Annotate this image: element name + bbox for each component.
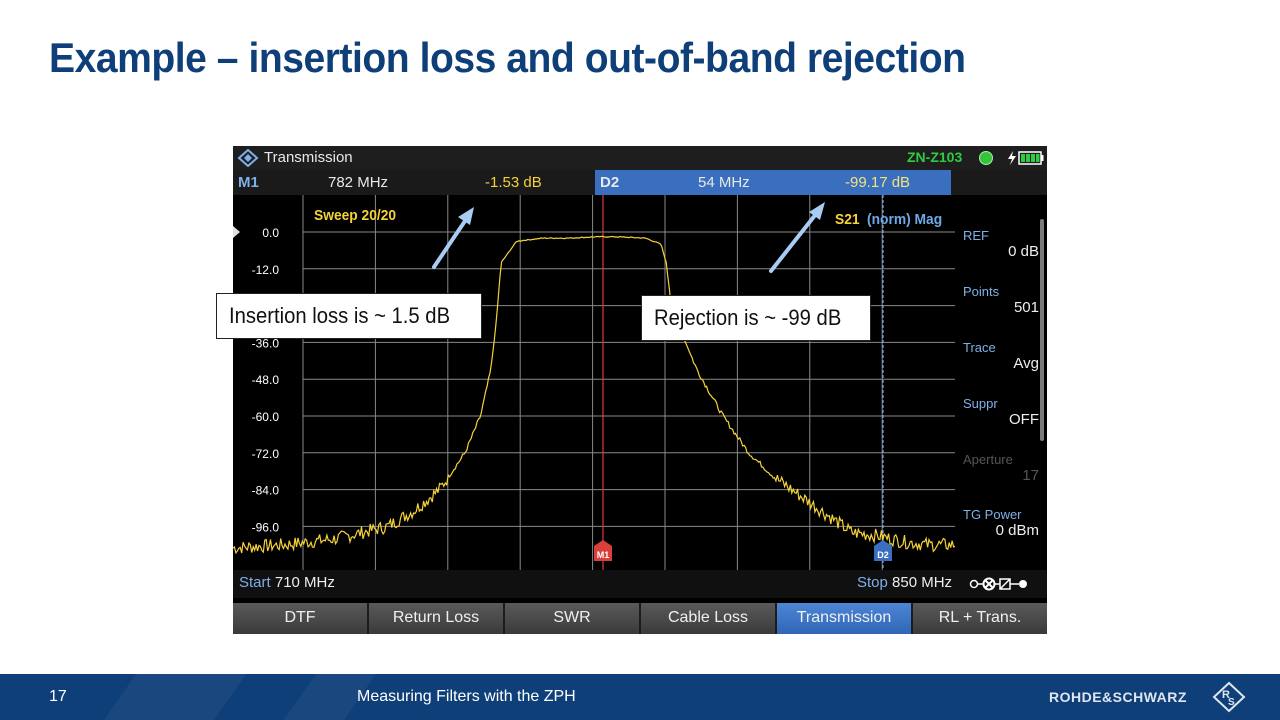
instrument-screen: Transmission ZN-Z103 M1 782 MHz -1.53 dB…: [233, 146, 1047, 634]
marker-bar: M1 782 MHz -1.53 dB D2 54 MHz -99.17 dB: [233, 170, 1047, 195]
y-tick-label: 0.0: [262, 226, 279, 240]
side-panel: REF 0 dB Points 501 Trace Avg Suppr OFF Aperture…: [955, 195, 1047, 614]
side-panel-label: Suppr: [963, 396, 998, 411]
start-frequency[interactable]: Start 710 MHz: [239, 574, 335, 591]
model-label: ZN-Z103: [907, 149, 963, 165]
side-panel-value: 0 dB: [1008, 243, 1039, 260]
battery-charging-icon: [1008, 151, 1044, 165]
stop-label: Stop: [857, 574, 888, 591]
softkey-cable-loss[interactable]: Cable Loss: [641, 603, 777, 634]
rejection-callout-text: Rejection is ~ -99 dB: [654, 305, 842, 330]
side-panel-label: REF: [963, 228, 989, 243]
insertion-loss-callout: Insertion loss is ~ 1.5 dB: [216, 293, 483, 339]
frequency-bar: Start 710 MHz Stop 850 MHz: [233, 570, 1047, 598]
brand-wordmark: ROHDE&SCHWARZ: [1049, 689, 1187, 705]
marker-m1-label[interactable]: M1: [238, 174, 259, 191]
side-panel-value: 501: [1013, 299, 1039, 316]
softkey-return-loss[interactable]: Return Loss: [369, 603, 505, 634]
marker-m1-value: -1.53 dB: [485, 174, 542, 191]
marker-d2-flag-label: D2: [877, 550, 889, 560]
y-tick-label: -60.0: [252, 410, 280, 424]
trace-plot-svg: 0.0-12.0-24.0-36.0-48.0-60.0-72.0-84.0-9…: [233, 195, 955, 570]
side-panel-item[interactable]: REF 0 dB: [963, 228, 1045, 260]
connection-status-icon: [969, 577, 1027, 591]
softkey-swr[interactable]: SWR: [505, 603, 641, 634]
marker-d2-highlight[interactable]: [595, 170, 951, 195]
sweep-label: Sweep 20/20: [314, 207, 397, 224]
y-tick-label: -84.0: [252, 484, 280, 498]
side-panel-item[interactable]: Suppr OFF: [963, 396, 1045, 428]
side-panel-label: Points: [963, 284, 1000, 299]
slide-title: Example – insertion loss and out-of-band…: [49, 34, 966, 81]
side-panel-item[interactable]: Points 501: [963, 284, 1045, 316]
marker-d2-label[interactable]: D2: [600, 174, 620, 191]
softkey-dtf[interactable]: DTF: [233, 603, 369, 634]
side-panel-value: Avg: [1013, 355, 1039, 372]
marker-d2-freq: 54 MHz: [698, 174, 750, 191]
y-tick-label: -12.0: [252, 263, 280, 277]
side-panel-item[interactable]: TG Power 0 dBm: [963, 507, 1045, 539]
softkey-transmission[interactable]: Transmission: [777, 603, 913, 634]
side-panel-value: OFF: [1009, 411, 1039, 428]
page-number: 17: [49, 688, 67, 705]
y-tick-label: -96.0: [252, 520, 280, 534]
svg-text:S: S: [1228, 697, 1235, 708]
trace-format-label: (norm) Mag: [867, 211, 943, 228]
softkey-rl-trans[interactable]: RL + Trans.: [913, 603, 1047, 634]
marker-m1-flag-icon: [594, 540, 612, 561]
y-tick-label: -48.0: [252, 373, 280, 387]
softkey-bar: DTF Return Loss SWR Cable Loss Transmission R…: [233, 603, 1047, 634]
instrument-top-bar: Transmission ZN-Z103: [233, 146, 1047, 170]
trace-name-label: S21: [835, 211, 860, 228]
stop-frequency[interactable]: Stop 850 MHz: [857, 574, 952, 591]
status-led-icon: [979, 151, 993, 165]
side-panel-label: Trace: [963, 340, 996, 355]
side-panel-value: 17: [1022, 467, 1039, 484]
rs-diamond-icon: [237, 149, 259, 167]
marker-m1-freq: 782 MHz: [328, 174, 389, 191]
start-value: 710 MHz: [274, 574, 335, 591]
rohde-schwarz-logo-icon: R S: [1212, 681, 1246, 713]
slide-footer: 17 Measuring Filters with the ZPH ROHDE&…: [0, 674, 1280, 720]
marker-d2-value: -99.17 dB: [845, 174, 911, 191]
y-tick-label: -72.0: [252, 447, 280, 461]
side-panel-scrollbar[interactable]: [1040, 219, 1044, 441]
start-label: Start: [239, 574, 271, 591]
marker-m1-flag-label: M1: [597, 550, 610, 560]
rejection-callout: Rejection is ~ -99 dB: [641, 295, 871, 341]
trace-plot[interactable]: 0.0-12.0-24.0-36.0-48.0-60.0-72.0-84.0-9…: [233, 195, 955, 614]
side-panel-item[interactable]: Aperture 17: [963, 452, 1045, 484]
stop-value: 850 MHz: [892, 574, 953, 591]
marker-d2-flag-icon: [874, 540, 892, 561]
footer-title: Measuring Filters with the ZPH: [357, 688, 576, 705]
trace-s21-line: [233, 235, 955, 555]
side-panel-label: TG Power: [963, 507, 1022, 522]
svg-text:R: R: [1222, 689, 1230, 701]
y-tick-label: -36.0: [252, 336, 280, 350]
side-panel-label: Aperture: [963, 452, 1013, 467]
side-panel-item[interactable]: Trace Avg: [963, 340, 1045, 372]
side-panel-value: 0 dBm: [995, 522, 1039, 539]
mode-title: Transmission: [264, 149, 353, 166]
reference-level-marker-icon: [233, 226, 240, 238]
insertion-loss-callout-text: Insertion loss is ~ 1.5 dB: [229, 303, 451, 328]
